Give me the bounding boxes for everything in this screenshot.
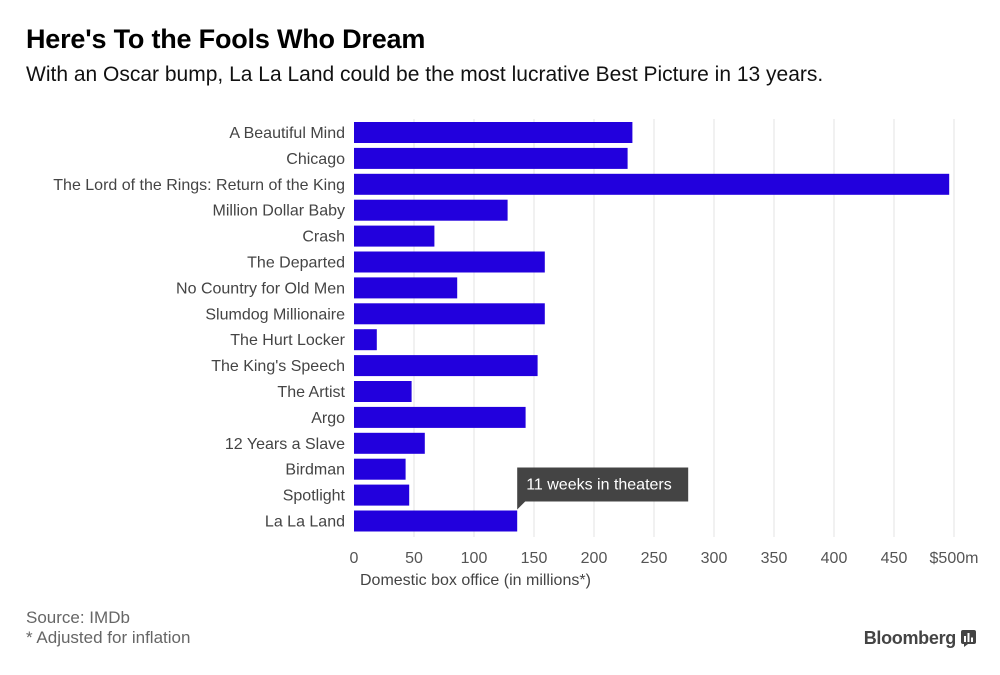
x-tick-label: 350: [761, 550, 788, 567]
bar: [354, 381, 412, 402]
category-label: The King's Speech: [211, 358, 345, 375]
x-tick-label: 200: [581, 550, 608, 567]
bar: [354, 147, 628, 169]
category-label: Spotlight: [283, 488, 346, 505]
bar: [354, 173, 950, 195]
x-tick-label: 450: [881, 550, 908, 567]
footnote: * Adjusted for inflation: [26, 628, 191, 647]
x-tick-label: 150: [521, 550, 548, 567]
bar: [354, 406, 526, 428]
bar: [354, 303, 545, 325]
chart-title: Here's To the Fools Who Dream: [26, 24, 426, 54]
x-tick-label: 250: [641, 550, 668, 567]
bar: [354, 199, 508, 221]
callout-box: [517, 467, 689, 502]
bar-chart-icon: [961, 630, 976, 647]
category-label: Crash: [302, 229, 345, 246]
category-label: La La Land: [265, 514, 345, 531]
bar: [354, 510, 518, 532]
bar: [354, 458, 406, 480]
category-label: The Departed: [247, 255, 345, 272]
bar: [354, 355, 538, 377]
category-label: The Hurt Locker: [230, 332, 345, 349]
brand-name: Bloomberg: [863, 628, 957, 648]
bar: [354, 277, 458, 299]
category-label: No Country for Old Men: [176, 280, 345, 297]
category-label: Argo: [311, 410, 345, 427]
category-label: 12 Years a Slave: [225, 436, 345, 453]
bar: [354, 329, 377, 351]
bars: [354, 122, 950, 532]
source-note: Source: IMDb: [26, 608, 130, 627]
x-tick-label: 50: [405, 550, 423, 567]
category-label: The Lord of the Rings: Return of the Kin…: [53, 177, 345, 194]
bar: [354, 251, 545, 273]
bar: [354, 432, 425, 454]
category-labels: A Beautiful Mind Chicago The Lord of the R…: [53, 125, 345, 531]
x-tick-label: 100: [461, 550, 488, 567]
x-axis-ticks: 0 50 100 150 200 250 300 350 400 450 $500m: [350, 550, 979, 567]
category-label: Million Dollar Baby: [213, 203, 346, 220]
callout-text: 11 weeks in theaters: [526, 477, 672, 494]
category-label: The Artist: [277, 384, 345, 401]
x-tick-label: $500m: [930, 550, 979, 567]
brand-logo: Bloomberg: [864, 628, 976, 649]
category-label: Birdman: [285, 462, 345, 479]
category-label: Slumdog Millionaire: [205, 306, 345, 323]
x-tick-label: 400: [821, 550, 848, 567]
bar: [354, 484, 410, 506]
category-label: A Beautiful Mind: [229, 125, 345, 142]
x-axis-title: Domestic box office (in millions*): [360, 572, 591, 589]
chart-subtitle: With an Oscar bump, La La Land could be …: [26, 63, 824, 86]
bar: [354, 122, 633, 143]
bar-chart: A Beautiful Mind Chicago The Lord of the R…: [53, 119, 979, 589]
category-label: Chicago: [286, 151, 345, 168]
x-tick-label: 300: [701, 550, 728, 567]
bar: [354, 225, 435, 247]
x-tick-label: 0: [350, 550, 359, 567]
callout-pointer: [517, 501, 526, 510]
callout-annotation: 11 weeks in theaters: [517, 467, 689, 510]
